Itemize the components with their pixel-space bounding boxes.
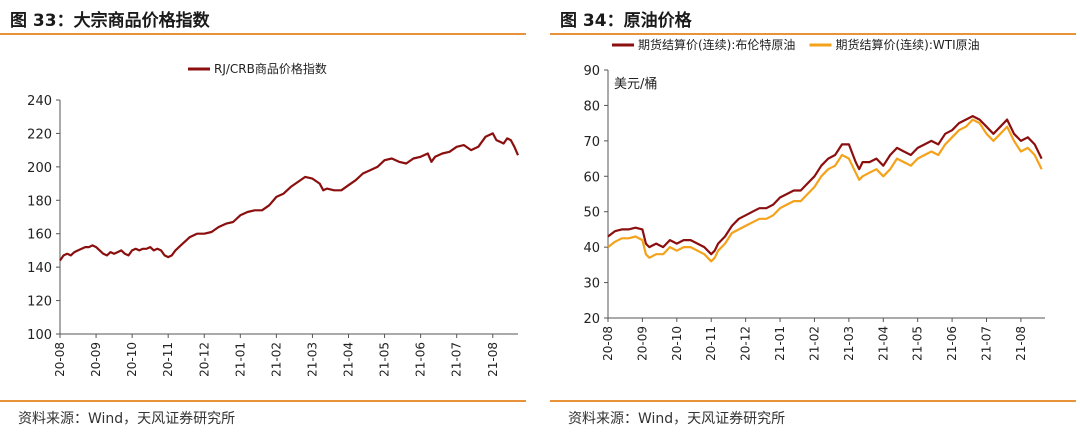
x-tick-label: 21-03 <box>305 342 319 377</box>
y-axis-unit-label: 美元/桶 <box>614 77 657 92</box>
x-tick-label: 21-07 <box>450 342 464 377</box>
crude-oil-chart: 20 30 40 50 60 70 80 90 20-08 20-09 20-10 20-11 20-1… <box>583 37 1045 361</box>
y-tick-label: 30 <box>583 277 600 292</box>
series-line-0 <box>607 115 1043 256</box>
x-tick-label: 21-05 <box>911 326 925 361</box>
x-tick-label: 21-08 <box>486 342 500 377</box>
source-divider <box>0 400 526 402</box>
x-tick-label: 20-11 <box>704 326 718 361</box>
x-tick-label: 21-05 <box>378 342 392 377</box>
source-note: 资料来源：Wind，天风证券研究所 <box>18 411 236 427</box>
x-tick-label: 20-09 <box>635 326 649 361</box>
x-tick-label: 21-04 <box>876 326 890 361</box>
y-tick-label: 120 <box>27 295 52 310</box>
source-divider <box>550 400 1076 402</box>
legend-label-0: 期货结算价(连续):布伦特原油 <box>638 37 795 52</box>
x-tick-label: 20-09 <box>89 342 103 377</box>
y-tick-label: 100 <box>27 328 52 343</box>
x-tick-label: 21-06 <box>414 342 428 377</box>
figure-title: 图 34：原油价格 <box>560 11 692 31</box>
x-tick-label: 21-02 <box>269 342 283 377</box>
y-tick-label: 240 <box>27 94 52 109</box>
series-line-0 <box>59 132 520 262</box>
x-tick-label: 21-07 <box>980 326 994 361</box>
legend-label-0: RJ/CRB商品价格指数 <box>214 61 327 76</box>
y-tick-label: 180 <box>27 194 52 209</box>
y-tick-label: 80 <box>583 99 600 114</box>
y-tick-label: 90 <box>583 64 600 79</box>
legend-label-1: 期货结算价(连续):WTI原油 <box>836 37 980 52</box>
x-tick-label: 21-02 <box>807 326 821 361</box>
x-tick-label: 20-10 <box>125 342 139 377</box>
series-line-1 <box>607 118 1043 263</box>
left-figure-panel: 图 33：大宗商品价格指数 100 120 140 160 180 200 220 240 20… <box>0 0 530 437</box>
crb-index-chart: 100 120 140 160 180 200 220 240 20-08 20-09 20-10 2… <box>27 61 520 377</box>
y-tick-label: 40 <box>583 241 600 256</box>
y-tick-label: 140 <box>27 261 52 276</box>
title-divider <box>550 33 1076 35</box>
y-tick-label: 20 <box>583 312 600 327</box>
x-tick-label: 20-11 <box>161 342 175 377</box>
x-tick-label: 21-01 <box>773 326 787 361</box>
x-tick-label: 21-01 <box>233 342 247 377</box>
y-tick-label: 160 <box>27 228 52 243</box>
y-tick-label: 60 <box>583 170 600 185</box>
x-tick-label: 20-08 <box>601 326 615 361</box>
y-tick-label: 50 <box>583 206 600 221</box>
x-tick-label: 21-04 <box>342 342 356 377</box>
x-tick-label: 21-03 <box>842 326 856 361</box>
x-tick-label: 20-10 <box>670 326 684 361</box>
y-tick-label: 70 <box>583 135 600 150</box>
title-divider <box>0 33 526 35</box>
x-tick-label: 21-08 <box>1014 326 1028 361</box>
figure-title: 图 33：大宗商品价格指数 <box>10 11 210 31</box>
y-tick-label: 200 <box>27 161 52 176</box>
x-tick-label: 20-08 <box>53 342 67 377</box>
x-tick-label: 20-12 <box>739 326 753 361</box>
x-tick-label: 20-12 <box>197 342 211 377</box>
x-tick-label: 21-06 <box>945 326 959 361</box>
right-figure-panel: 图 34：原油价格 20 30 40 50 60 70 80 90 20-08 20-09 20-1… <box>550 0 1080 437</box>
y-tick-label: 220 <box>27 127 52 142</box>
source-note: 资料来源：Wind，天风证券研究所 <box>568 411 786 427</box>
